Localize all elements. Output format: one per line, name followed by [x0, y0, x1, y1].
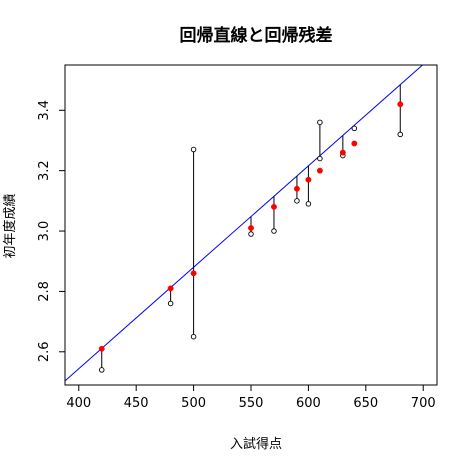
y-tick-label: 3.4	[37, 100, 52, 121]
observed-point	[305, 201, 312, 207]
x-tick-label: 650	[353, 396, 378, 411]
observed-point	[190, 146, 197, 153]
fitted-point	[98, 345, 105, 352]
y-tick-label: 3.0	[37, 221, 52, 242]
x-tick-label: 550	[239, 396, 264, 411]
observed-point	[98, 367, 105, 373]
axes: 400 450 500 550 600 650 700 2.6 2.8 3.0 3.2 3.4	[37, 100, 436, 411]
x-tick-label: 700	[411, 396, 436, 411]
y-tick-label: 2.6	[37, 341, 52, 362]
fitted-point	[316, 167, 323, 174]
observed-point	[397, 131, 404, 138]
observed-point	[271, 228, 277, 234]
y-axis-label: 初年度成績	[2, 193, 18, 258]
y-tick-label: 3.2	[37, 160, 52, 181]
chart-title: 回帰直線と回帰残差	[180, 25, 333, 46]
plot-frame	[64, 64, 438, 386]
fitted-point	[397, 101, 404, 108]
observed-point	[317, 155, 323, 162]
fitted-point	[305, 176, 312, 183]
fitted-point	[190, 270, 197, 277]
fitted-point	[351, 140, 358, 147]
observed-point	[294, 198, 300, 204]
x-axis-label: 入試得点	[230, 436, 282, 452]
y-tick-label: 2.8	[37, 281, 52, 302]
x-tick-label: 500	[181, 396, 206, 411]
fitted-point	[339, 149, 346, 156]
observed-point	[190, 333, 197, 340]
observed-point	[351, 125, 358, 132]
observed-point	[248, 231, 254, 237]
x-tick-label: 450	[124, 396, 149, 411]
fitted-point	[271, 203, 277, 210]
plot-marks	[65, 65, 424, 382]
x-tick-label: 400	[66, 396, 91, 411]
observed-point	[317, 119, 323, 126]
fitted-point	[293, 185, 300, 192]
observed-point	[167, 300, 174, 307]
fitted-point	[167, 285, 174, 292]
x-tick-label: 600	[296, 396, 321, 411]
fitted-point	[248, 225, 254, 231]
